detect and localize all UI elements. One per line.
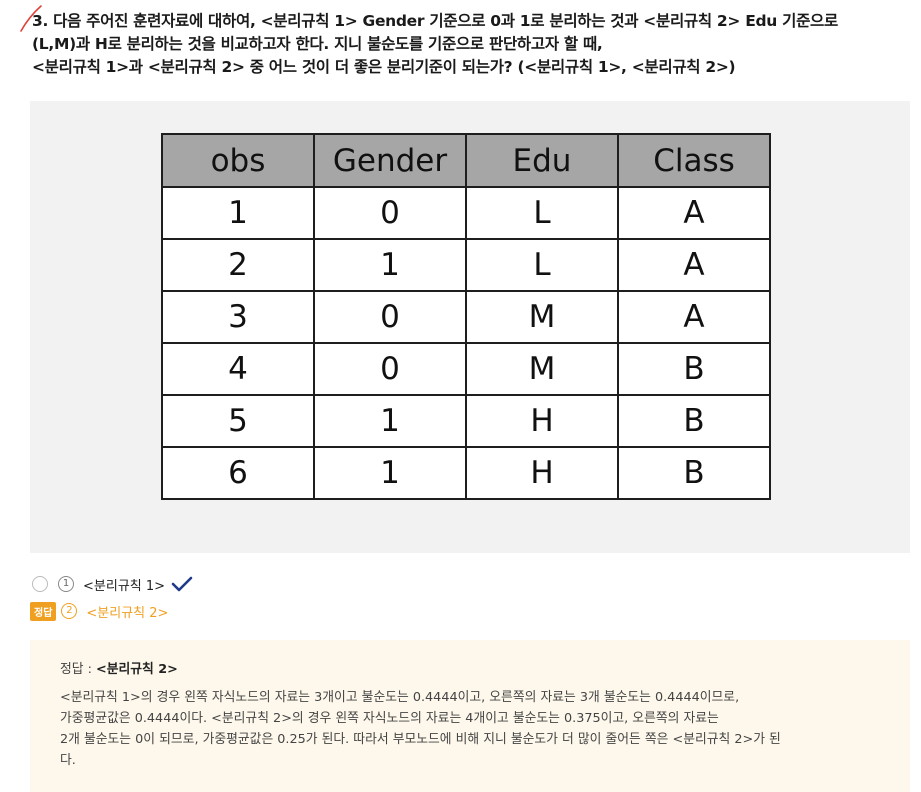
training-data-table: obs Gender Edu Class 1 0 L A 2 1 L A 3 0 bbox=[161, 133, 771, 500]
table-cell: M bbox=[465, 342, 619, 396]
checkmark-icon bbox=[171, 576, 193, 592]
column-header-obs: obs bbox=[161, 133, 315, 188]
option-1[interactable]: 1 <분리규칙 1> bbox=[30, 572, 193, 596]
option-2[interactable]: 정답 2 <분리규칙 2> bbox=[30, 599, 193, 623]
table-cell: 5 bbox=[161, 394, 315, 448]
explanation-box: 정답 : <분리규칙 2> <분리규칙 1>의 경우 왼쪽 자식노드의 자료는 … bbox=[30, 640, 910, 792]
column-header-edu: Edu bbox=[465, 133, 619, 188]
table-cell: 0 bbox=[313, 342, 467, 396]
table-cell: 1 bbox=[313, 238, 467, 292]
table-cell: H bbox=[465, 394, 619, 448]
explanation-line: 2개 불순도는 0이 되므로, 가중평균값은 0.25가 된다. 따라서 부모노… bbox=[60, 732, 781, 747]
table-row: 6 1 H B bbox=[161, 446, 771, 500]
red-pen-mark-icon bbox=[20, 5, 42, 32]
table-row: 4 0 M B bbox=[161, 342, 771, 396]
table-cell: 6 bbox=[161, 446, 315, 500]
answer-prefix: 정답 : bbox=[60, 662, 96, 677]
table-cell: 1 bbox=[161, 186, 315, 240]
table-cell: B bbox=[617, 446, 771, 500]
answer-value: <분리규칙 2> bbox=[96, 662, 178, 677]
table-cell: H bbox=[465, 446, 619, 500]
explanation-text: <분리규칙 1>의 경우 왼쪽 자식노드의 자료는 3개이고 불순도는 0.44… bbox=[60, 687, 880, 771]
question-text: 3. 다음 주어진 훈련자료에 대하여, <분리규칙 1> Gender 기준으… bbox=[32, 10, 912, 79]
correct-answer-badge: 정답 bbox=[30, 601, 57, 621]
table-row: 3 0 M A bbox=[161, 290, 771, 344]
table-cell: 2 bbox=[161, 238, 315, 292]
table-cell: 3 bbox=[161, 290, 315, 344]
table-cell: 4 bbox=[161, 342, 315, 396]
column-header-gender: Gender bbox=[313, 133, 467, 188]
explanation-line: 다. bbox=[60, 753, 76, 768]
table-row: 2 1 L A bbox=[161, 238, 771, 292]
table-cell: L bbox=[465, 238, 619, 292]
table-cell: B bbox=[617, 342, 771, 396]
question-line: 3. 다음 주어진 훈련자료에 대하여, <분리규칙 1> Gender 기준으… bbox=[32, 12, 838, 30]
answer-line: 정답 : <분리규칙 2> bbox=[60, 658, 880, 677]
option-1-label: <분리규칙 1> bbox=[83, 578, 166, 594]
explanation-line: 가중평균값은 0.4444이다. <분리규칙 2>의 경우 왼쪽 자식노드의 자… bbox=[60, 711, 719, 726]
table-cell: B bbox=[617, 394, 771, 448]
table-cell: A bbox=[617, 186, 771, 240]
option-2-label: <분리규칙 2> bbox=[86, 605, 169, 621]
table-row: 5 1 H B bbox=[161, 394, 771, 448]
question-line: <분리규칙 1>과 <분리규칙 2> 중 어느 것이 더 좋은 분리기준이 되는… bbox=[32, 58, 736, 76]
table-row: 1 0 L A bbox=[161, 186, 771, 240]
table-cell: 0 bbox=[313, 186, 467, 240]
column-header-class: Class bbox=[617, 133, 771, 188]
table-cell: A bbox=[617, 238, 771, 292]
table-header-row: obs Gender Edu Class bbox=[161, 133, 771, 188]
table-cell: 1 bbox=[313, 394, 467, 448]
table-cell: M bbox=[465, 290, 619, 344]
answer-options: 1 <분리규칙 1> 정답 2 <분리규칙 2> bbox=[30, 572, 193, 626]
table-cell: A bbox=[617, 290, 771, 344]
question-line: (L,M)과 H로 분리하는 것을 비교하고자 한다. 지니 불순도를 기준으로… bbox=[32, 35, 603, 53]
option-1-radio[interactable] bbox=[32, 576, 48, 592]
option-2-number: 2 bbox=[61, 603, 78, 619]
table-cell: 0 bbox=[313, 290, 467, 344]
option-1-number: 1 bbox=[58, 576, 74, 592]
data-table-figure: obs Gender Edu Class 1 0 L A 2 1 L A 3 0 bbox=[30, 101, 910, 553]
explanation-line: <분리규칙 1>의 경우 왼쪽 자식노드의 자료는 3개이고 불순도는 0.44… bbox=[60, 690, 740, 705]
table-cell: 1 bbox=[313, 446, 467, 500]
table-cell: L bbox=[465, 186, 619, 240]
